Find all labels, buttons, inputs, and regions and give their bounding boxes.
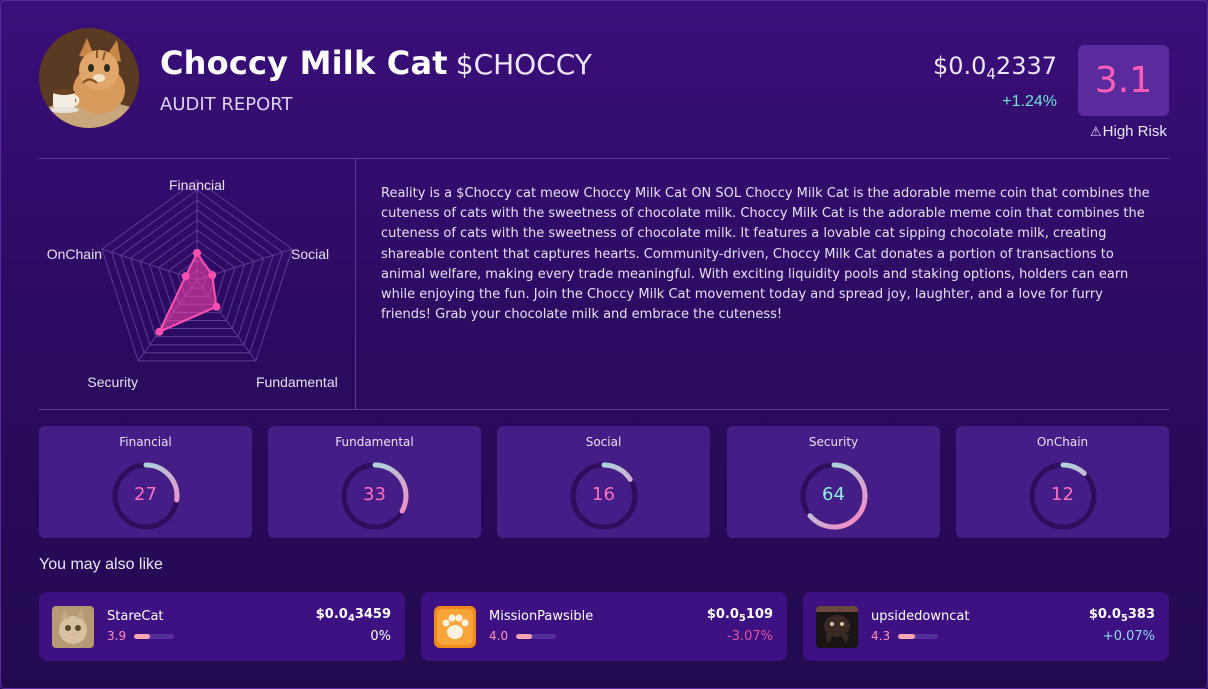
radar-axis-line xyxy=(101,248,198,281)
gauge-arc xyxy=(1029,462,1097,530)
gauge-arc xyxy=(570,462,638,530)
price-change: +1.24% xyxy=(1002,93,1057,110)
token-thumbnail xyxy=(434,606,476,648)
metric-card-fundamental: Fundamental 33 xyxy=(268,426,481,538)
metric-label: Financial xyxy=(119,435,172,449)
divider-vertical xyxy=(355,159,356,410)
gauge-arc xyxy=(112,462,180,530)
metric-card-social: Social 16 xyxy=(497,426,710,538)
metric-card-onchain: OnChain 12 xyxy=(956,426,1169,538)
price-block: $0.042337 +1.24% xyxy=(933,52,1057,111)
metric-gauge xyxy=(1029,462,1097,530)
radar-grid-ring xyxy=(129,209,265,338)
divider-bottom xyxy=(39,409,1169,410)
gauge-arc xyxy=(800,462,868,530)
metric-value: 33 xyxy=(363,484,386,505)
metric-value: 16 xyxy=(592,484,615,505)
recommendation-change: -3.07% xyxy=(727,629,773,644)
recommendation-card[interactable]: upsidedowncat 4.3 $0.05383 +0.07% xyxy=(803,592,1169,661)
recommendation-name: MissionPawsible xyxy=(489,609,594,624)
metric-label: Fundamental xyxy=(335,435,414,449)
recommendation-card[interactable]: StareCat 3.9 $0.043459 0% xyxy=(39,592,405,661)
radar-point-social xyxy=(208,271,217,280)
radar-point-fundamental xyxy=(212,302,221,311)
radar-label-fundamental: Fundamental xyxy=(256,374,338,390)
also-like-heading: You may also like xyxy=(39,556,163,573)
recommendation-score: 4.0 xyxy=(489,629,509,643)
token-name: Choccy Milk Cat xyxy=(160,44,448,82)
token-thumbnail xyxy=(52,606,94,648)
metric-gauge xyxy=(570,462,638,530)
title-block: Choccy Milk Cat $CHOCCY AUDIT REPORT xyxy=(160,44,592,115)
metric-label: OnChain xyxy=(1036,435,1089,449)
metric-label: Security xyxy=(808,435,859,449)
radar-point-financial xyxy=(193,249,201,257)
radar-area xyxy=(157,251,218,334)
token-price: $0.042337 xyxy=(932,52,1057,83)
radar-label-security: Security xyxy=(87,374,138,390)
radar-point-security xyxy=(155,327,164,336)
metric-value: 12 xyxy=(1051,484,1074,505)
score-bar xyxy=(898,634,938,639)
overall-score: 3.1 xyxy=(1078,45,1169,116)
metric-card-financial: Financial 27 xyxy=(39,426,252,538)
radar-chart: Financial Social Fundamental Security OnChai… xyxy=(47,177,338,390)
token-ticker: $CHOCCY xyxy=(455,48,592,81)
recommendation-score: 4.3 xyxy=(871,629,891,643)
radar-label-social: Social xyxy=(291,246,329,262)
description-text: Reality is a $Choccy cat meow Choccy Mil… xyxy=(381,186,1150,323)
score-bar xyxy=(516,634,556,639)
recommendation-name: upsidedowncat xyxy=(871,609,970,624)
recommendation-change: 0% xyxy=(370,629,391,644)
score-bar xyxy=(134,634,174,639)
token-thumbnail xyxy=(816,606,858,648)
recommendation-card[interactable]: MissionPawsible 4.0 $0.05109 -3.07% xyxy=(421,592,787,661)
warning-icon: ⚠ xyxy=(1090,125,1102,140)
recommendation-change: +0.07% xyxy=(1102,629,1155,644)
metric-gauge xyxy=(341,462,409,530)
radar-label-onchain: OnChain xyxy=(47,246,102,262)
radar-point-onchain xyxy=(181,272,190,281)
radar-grid-ring xyxy=(120,199,274,346)
metric-gauge xyxy=(800,462,868,530)
token-avatar xyxy=(39,28,139,128)
metric-value: 27 xyxy=(134,484,157,505)
gauge-arc xyxy=(341,462,409,530)
recommendation-name: StareCat xyxy=(107,609,164,624)
metric-card-security: Security 64 xyxy=(727,426,940,538)
divider-top xyxy=(39,158,1169,159)
metric-value: 64 xyxy=(822,484,845,505)
page-subtitle: AUDIT REPORT xyxy=(160,94,293,115)
recommendation-score: 3.9 xyxy=(107,629,127,643)
radar-grid-ring xyxy=(101,179,293,362)
radar-label-financial: Financial xyxy=(169,177,225,193)
metric-gauge xyxy=(112,462,180,530)
recommendation-price: $0.043459 xyxy=(315,607,391,624)
metric-label: Social xyxy=(585,435,622,449)
radar-grid-ring xyxy=(148,229,246,321)
radar-grid-ring xyxy=(139,219,255,329)
radar-grid-ring xyxy=(110,189,284,354)
recommendation-price: $0.05109 xyxy=(706,607,773,624)
risk-label: ⚠High Risk xyxy=(1090,123,1167,140)
recommendation-price: $0.05383 xyxy=(1088,607,1155,624)
